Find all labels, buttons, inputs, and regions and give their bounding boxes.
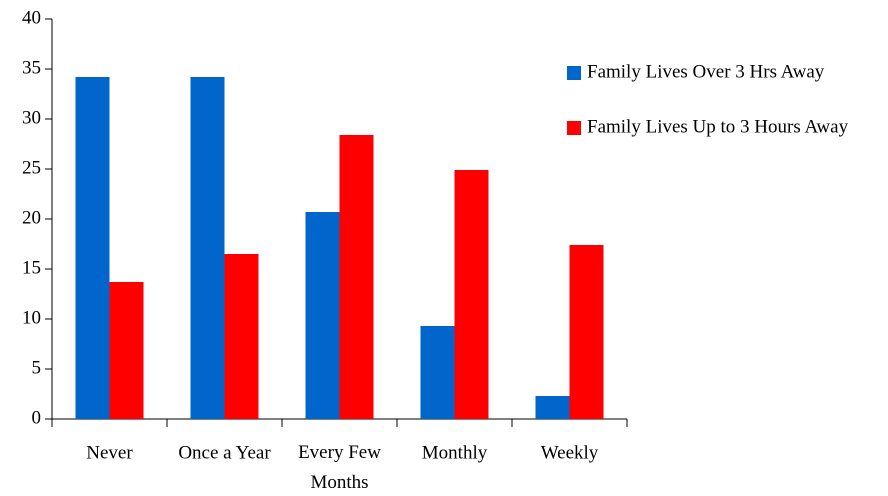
x-tick-label: Monthly — [422, 442, 488, 463]
legend-label: Family Lives Up to 3 Hours Away — [587, 116, 849, 137]
y-tick-label: 5 — [32, 357, 42, 378]
y-tick-label: 25 — [22, 157, 41, 178]
y-tick-label: 0 — [32, 407, 42, 428]
bar — [339, 135, 374, 419]
bar — [109, 282, 144, 419]
bar — [305, 212, 340, 419]
x-tick-label: Weekly — [541, 442, 599, 463]
y-tick-label: 10 — [22, 307, 41, 328]
bar — [454, 170, 489, 419]
bar — [569, 245, 604, 419]
legend-swatch — [567, 121, 581, 135]
bar — [420, 326, 455, 419]
x-tick-label: Every Few Months — [298, 442, 381, 493]
bar — [75, 77, 110, 419]
bar — [190, 77, 225, 419]
y-tick-label: 40 — [22, 7, 41, 28]
legend-swatch — [567, 66, 581, 80]
x-tick-label: Never — [86, 442, 133, 463]
bar — [224, 254, 259, 419]
bar — [535, 396, 570, 419]
y-tick-label: 15 — [22, 257, 41, 278]
x-tick-label: Once a Year — [178, 442, 271, 463]
legend-label: Family Lives Over 3 Hrs Away — [587, 61, 825, 82]
y-tick-label: 35 — [22, 57, 41, 78]
y-tick-label: 20 — [22, 207, 41, 228]
y-tick-label: 30 — [22, 107, 41, 128]
